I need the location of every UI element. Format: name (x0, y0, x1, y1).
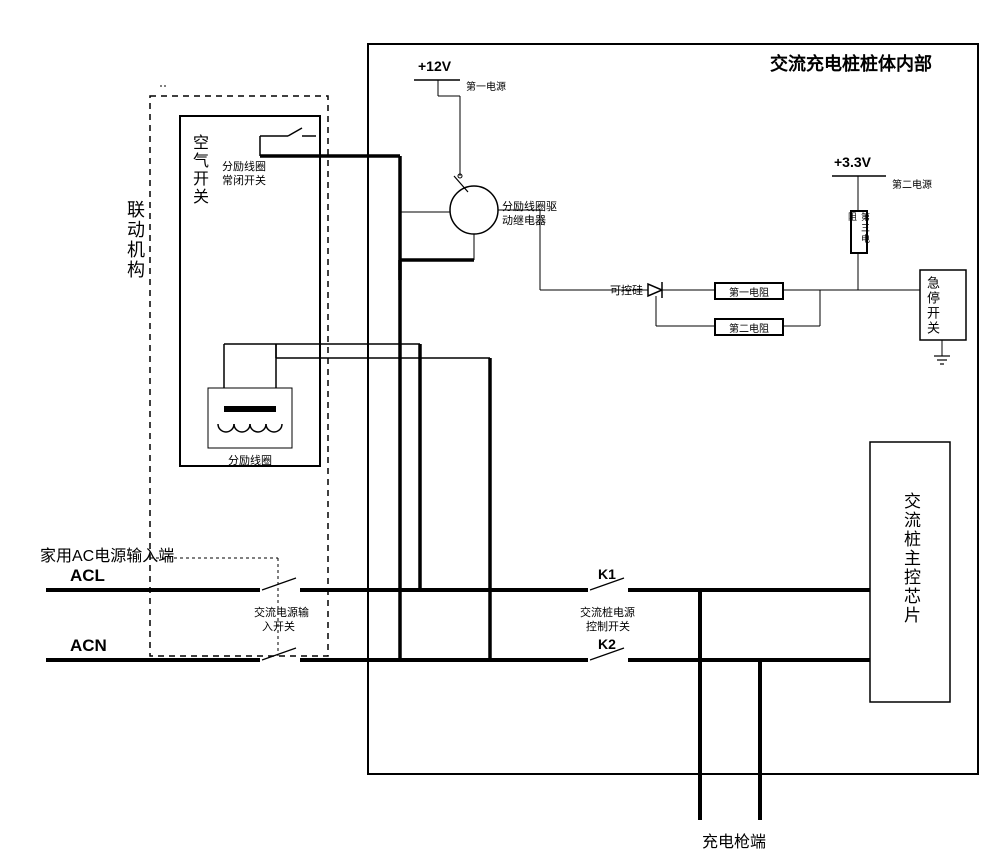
ac-input-title: 家用AC电源输入端 (40, 542, 174, 566)
air-switch-label: 空气开关 (186, 134, 210, 206)
wiring-svg (0, 0, 1000, 863)
acn-label: ACN (70, 636, 107, 656)
ps1-label: 第一电源 (466, 78, 506, 93)
v12-label: +12V (418, 58, 451, 74)
nc-switch-label-2: 常闭开关 (222, 172, 266, 188)
diagram-canvas: 交流充电桩桩体内部 联动机构 空气开关 分励线圈 常闭开关 分励线圈 +12V … (0, 0, 1000, 863)
estop-label: 急停开关 (926, 276, 939, 336)
scr-label: 可控硅 (610, 282, 643, 298)
linkage-label: 联动机构 (122, 200, 148, 280)
k1-label: K1 (598, 566, 616, 582)
k2-label: K2 (598, 636, 616, 652)
shunt-coil-label: 分励线圈 (228, 452, 272, 468)
acl-label: ACL (70, 566, 105, 586)
r3-text: 第三电阻 (846, 212, 872, 252)
ac-in-sw-label-2: 入开关 (262, 618, 295, 634)
estop-text: 急停开关 (925, 276, 940, 336)
gun-label: 充电枪端 (702, 828, 766, 852)
mcu-label: 交流桩主控芯片 (898, 492, 923, 625)
resistor-2: 第二电阻 (714, 318, 784, 336)
ac-ctrl-sw-label-2: 控制开关 (586, 618, 630, 634)
chassis-title: 交流充电桩桩体内部 (770, 50, 932, 76)
r1-text: 第一电阻 (729, 284, 769, 299)
resistor-1: 第一电阻 (714, 282, 784, 300)
relay-label-2: 动继电器 (502, 212, 546, 228)
ps2-label: 第二电源 (892, 176, 932, 191)
v33-label: +3.3V (834, 154, 871, 170)
resistor-3: 第三电阻 (850, 210, 868, 254)
r2-text: 第二电阻 (729, 320, 769, 335)
